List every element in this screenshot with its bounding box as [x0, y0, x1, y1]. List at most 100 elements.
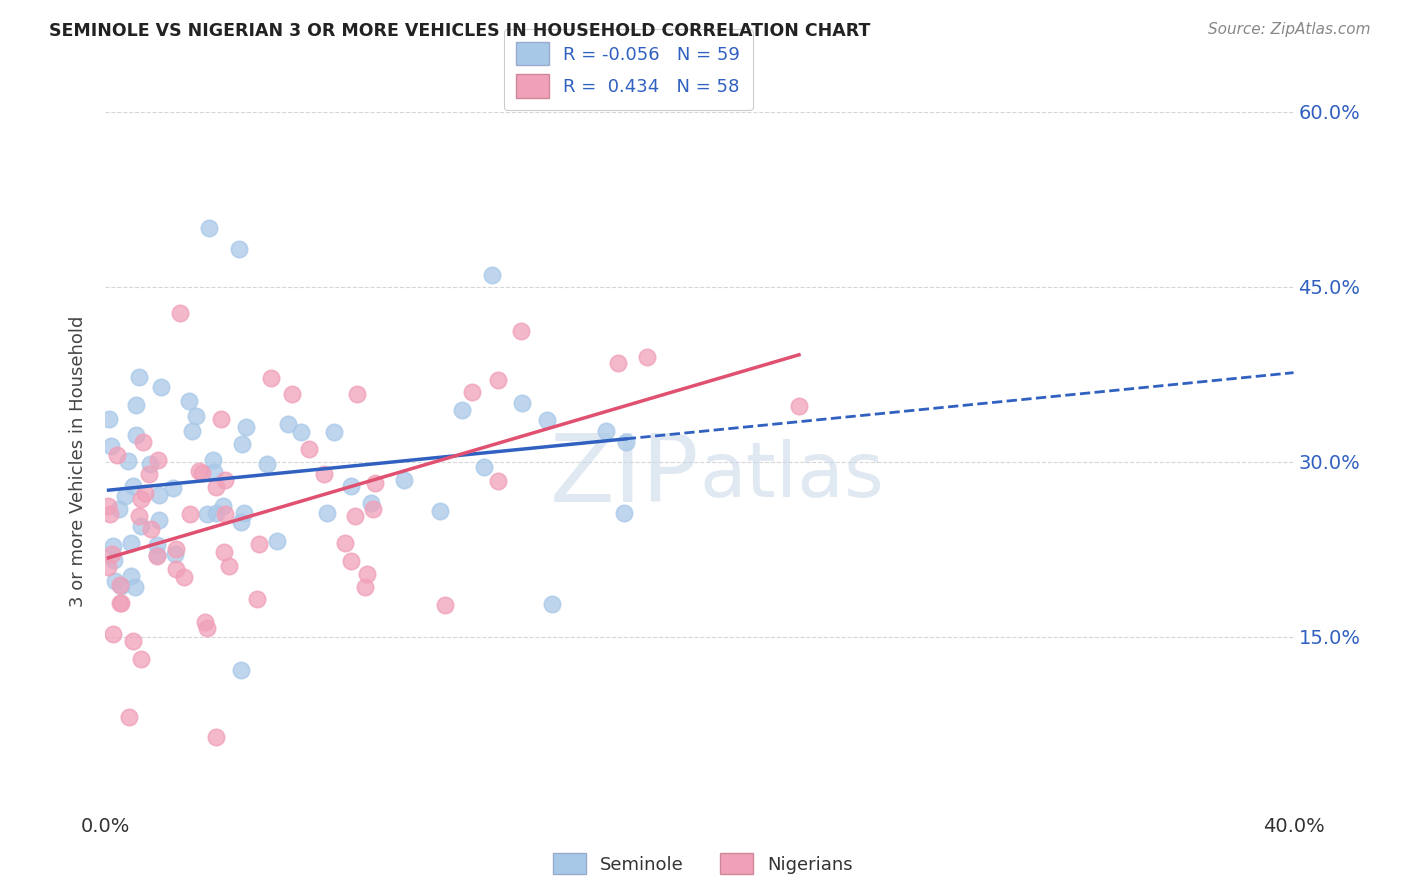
- Point: [145, 548, 167, 562]
- Point: [165, 562, 187, 576]
- Point: [211, 412, 233, 426]
- Point: [120, 569, 142, 583]
- Point: [536, 413, 558, 427]
- Point: [129, 652, 152, 666]
- Point: [124, 580, 146, 594]
- Point: [195, 507, 218, 521]
- Point: [110, 579, 132, 593]
- Point: [229, 664, 252, 678]
- Point: [340, 479, 363, 493]
- Point: [281, 387, 304, 401]
- Point: [360, 496, 382, 510]
- Point: [121, 634, 143, 648]
- Point: [97, 560, 120, 574]
- Point: [173, 570, 195, 584]
- Point: [614, 435, 637, 450]
- Point: [231, 437, 253, 451]
- Point: [235, 419, 257, 434]
- Point: [162, 481, 184, 495]
- Point: [346, 386, 368, 401]
- Legend: R = -0.056   N = 59, R =  0.434   N = 58: R = -0.056 N = 59, R = 0.434 N = 58: [503, 29, 752, 111]
- Point: [361, 501, 384, 516]
- Point: [125, 428, 148, 442]
- Point: [510, 396, 533, 410]
- Point: [97, 411, 120, 425]
- Point: [322, 425, 344, 439]
- Point: [146, 452, 169, 467]
- Legend: Seminole, Nigerians: Seminole, Nigerians: [544, 844, 862, 883]
- Point: [97, 499, 120, 513]
- Point: [98, 507, 121, 521]
- Point: [104, 574, 127, 588]
- Point: [101, 626, 124, 640]
- Point: [356, 567, 378, 582]
- Point: [198, 221, 221, 235]
- Point: [180, 425, 202, 439]
- Point: [117, 454, 139, 468]
- Point: [165, 541, 187, 556]
- Point: [312, 467, 335, 481]
- Point: [120, 536, 142, 550]
- Point: [187, 464, 209, 478]
- Point: [131, 434, 153, 449]
- Text: atlas: atlas: [700, 439, 884, 513]
- Point: [364, 476, 387, 491]
- Point: [339, 554, 361, 568]
- Point: [606, 356, 628, 370]
- Point: [101, 539, 124, 553]
- Point: [266, 533, 288, 548]
- Point: [636, 350, 658, 364]
- Point: [148, 488, 170, 502]
- Point: [165, 547, 187, 561]
- Point: [100, 439, 122, 453]
- Point: [787, 399, 810, 413]
- Point: [122, 479, 145, 493]
- Text: SEMINOLE VS NIGERIAN 3 OR MORE VEHICLES IN HOUSEHOLD CORRELATION CHART: SEMINOLE VS NIGERIAN 3 OR MORE VEHICLES …: [49, 22, 870, 40]
- Point: [101, 548, 124, 562]
- Point: [194, 615, 217, 629]
- Point: [461, 385, 484, 400]
- Point: [343, 508, 366, 523]
- Point: [139, 458, 162, 472]
- Text: ZIP: ZIP: [550, 430, 700, 522]
- Point: [481, 268, 503, 282]
- Point: [316, 506, 339, 520]
- Point: [290, 425, 312, 440]
- Point: [212, 545, 235, 559]
- Point: [613, 506, 636, 520]
- Point: [204, 465, 226, 479]
- Point: [510, 324, 533, 338]
- Point: [139, 522, 162, 536]
- Point: [246, 592, 269, 607]
- Point: [486, 475, 509, 489]
- Point: [392, 473, 415, 487]
- Point: [277, 417, 299, 431]
- Point: [486, 373, 509, 387]
- Point: [333, 536, 356, 550]
- Point: [353, 580, 375, 594]
- Point: [595, 425, 617, 439]
- Point: [298, 442, 321, 457]
- Point: [429, 503, 451, 517]
- Point: [169, 306, 191, 320]
- Point: [195, 621, 218, 635]
- Point: [103, 553, 125, 567]
- Point: [214, 507, 236, 521]
- Point: [247, 537, 270, 551]
- Point: [107, 448, 129, 462]
- Point: [124, 398, 146, 412]
- Point: [129, 492, 152, 507]
- Point: [184, 409, 207, 423]
- Point: [117, 710, 139, 724]
- Point: [256, 457, 278, 471]
- Point: [108, 577, 131, 591]
- Point: [146, 549, 169, 564]
- Point: [541, 597, 564, 611]
- Point: [434, 598, 457, 612]
- Point: [212, 499, 235, 513]
- Point: [110, 596, 132, 610]
- Point: [179, 507, 201, 521]
- Point: [149, 380, 172, 394]
- Y-axis label: 3 or more Vehicles in Household: 3 or more Vehicles in Household: [69, 316, 87, 607]
- Point: [205, 506, 228, 520]
